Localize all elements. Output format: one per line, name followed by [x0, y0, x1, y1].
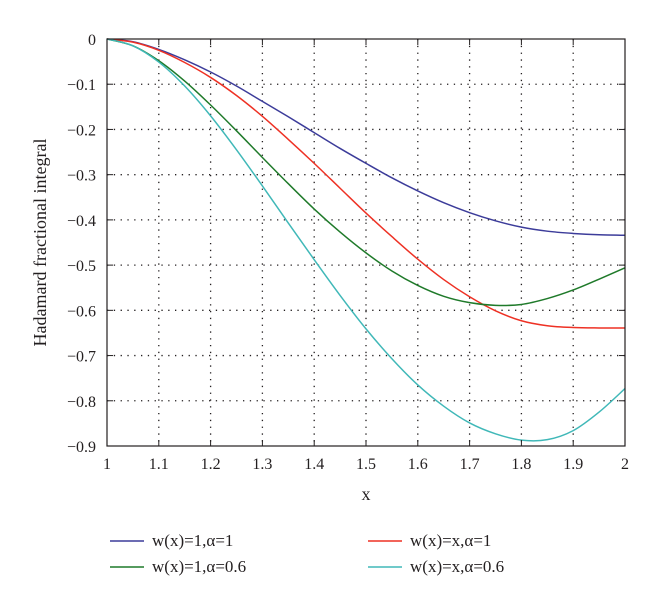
- y-tick-label: −0.8: [67, 394, 96, 411]
- y-tick-label: −0.3: [67, 168, 96, 185]
- x-tick-label: 1.5: [356, 456, 376, 473]
- y-axis-label: Hadamard fractional integral: [30, 139, 50, 347]
- y-tick-labels: 0 −0.1 −0.2 −0.3 −0.4 −0.5 −0.6 −0.7 −0.8 −0.9: [67, 32, 96, 456]
- y-tick-label: −0.7: [67, 349, 96, 366]
- series-lines: [106, 38, 626, 442]
- x-tick-label: 1.3: [252, 456, 272, 473]
- axis-ticks: [106, 38, 626, 447]
- y-tick-label: −0.1: [67, 77, 96, 94]
- x-axis-label: x: [362, 484, 371, 504]
- y-tick-label: −0.5: [67, 258, 96, 275]
- x-tick-label: 2: [621, 456, 629, 473]
- legend-item: w(x)=x,α=1: [368, 531, 491, 550]
- grid-lines: [107, 39, 625, 446]
- legend-item: w(x)=1,α=0.6: [110, 557, 246, 576]
- x-tick-labels: 1 1.1 1.2 1.3 1.4 1.5 1.6 1.7 1.8 1.9 2: [103, 456, 629, 473]
- y-tick-label: 0: [88, 32, 96, 49]
- legend-label: w(x)=1,α=1: [152, 531, 233, 550]
- series-line-1: [106, 38, 626, 237]
- legend-label: w(x)=x,α=0.6: [410, 557, 504, 576]
- x-tick-label: 1.4: [304, 456, 324, 473]
- series-line-4: [106, 38, 626, 442]
- y-tick-label: −0.6: [67, 303, 96, 320]
- series-line-2: [106, 38, 626, 329]
- x-tick-label: 1.2: [201, 456, 221, 473]
- x-tick-label: 1.1: [149, 456, 169, 473]
- legend: w(x)=1,α=1 w(x)=x,α=1 w(x)=1,α=0.6 w(x)=x,α…: [110, 531, 504, 576]
- x-tick-label: 1.7: [460, 456, 480, 473]
- legend-item: w(x)=1,α=1: [110, 531, 233, 550]
- legend-item: w(x)=x,α=0.6: [368, 557, 504, 576]
- x-tick-label: 1: [103, 456, 111, 473]
- x-tick-label: 1.6: [408, 456, 428, 473]
- x-tick-label: 1.9: [563, 456, 583, 473]
- legend-label: w(x)=1,α=0.6: [152, 557, 246, 576]
- y-tick-label: −0.4: [67, 213, 96, 230]
- y-tick-label: −0.9: [67, 439, 96, 456]
- x-tick-label: 1.8: [511, 456, 531, 473]
- legend-label: w(x)=x,α=1: [410, 531, 491, 550]
- series-line-3: [106, 38, 626, 307]
- y-tick-label: −0.2: [67, 122, 96, 139]
- plot-frame: [106, 38, 626, 447]
